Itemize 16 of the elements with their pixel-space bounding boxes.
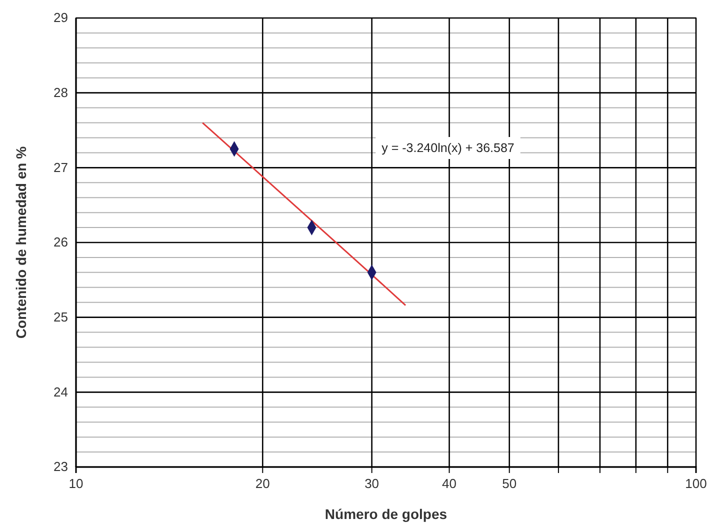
x-tick-label: 40 [442, 476, 457, 492]
annotation: y = -3.240ln(x) + 36.587 [382, 141, 514, 155]
y-tick-label: 29 [54, 10, 68, 26]
y-tick-label: 28 [54, 84, 68, 100]
x-tick-label: 10 [68, 476, 84, 492]
y-tick-label: 26 [54, 234, 68, 250]
y-tick-label: 24 [54, 384, 68, 400]
x-tick-label: 30 [364, 476, 380, 492]
x-tick-label: 20 [255, 476, 270, 492]
x-tick-label: 100 [685, 476, 707, 492]
y-tick-label: 23 [54, 459, 68, 474]
x-axis-title: Número de golpes [324, 506, 448, 522]
x-tick-label: 50 [502, 476, 517, 492]
y-tick-label: 25 [54, 309, 68, 324]
y-axis-title: Contenido de humedad en % [13, 146, 29, 339]
y-tick-label: 27 [54, 160, 68, 175]
